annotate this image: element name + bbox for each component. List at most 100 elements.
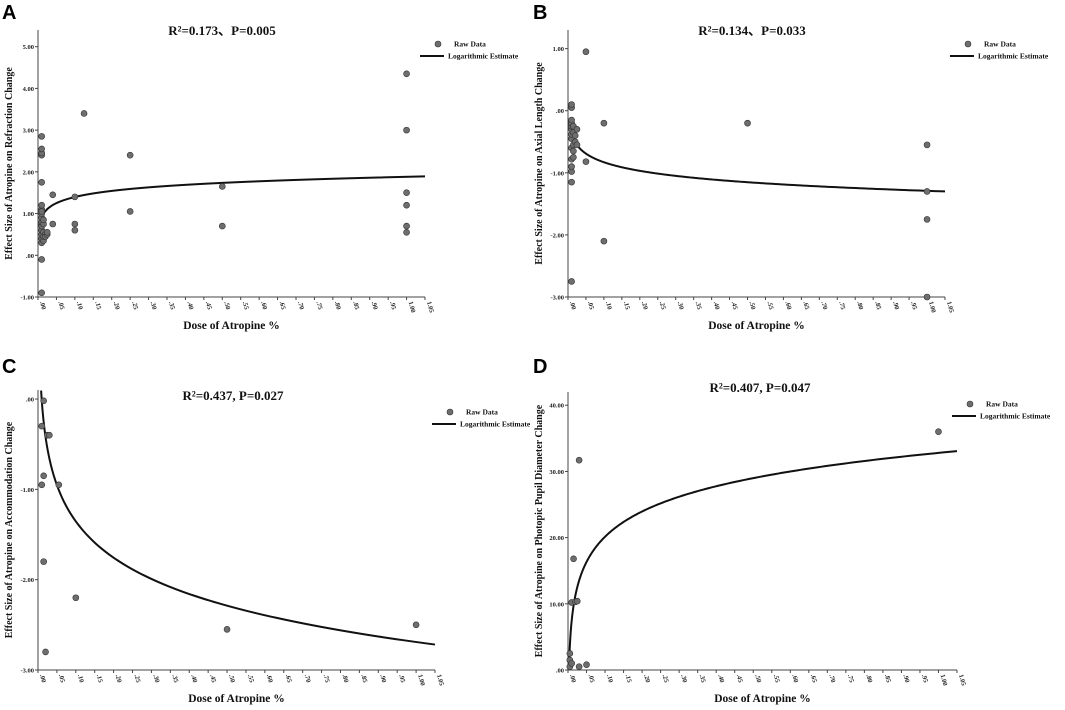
data-point (566, 650, 574, 657)
x-axis-label: Dose of Atropine % (188, 693, 285, 705)
y-tick-label: 30.00 (549, 469, 564, 476)
x-tick-label: .45 (730, 301, 739, 311)
x-tick-label: 1.05 (435, 674, 445, 688)
chart-panel-c: C R²=0.437, P=0.027 -3.00 -2.00 -1.00 .00 .00.… (2, 356, 531, 705)
y-tick-label: -3.00 (20, 668, 34, 675)
data-point (568, 101, 575, 108)
y-axis-label: Effect Size of Atropine on Photopic Pupi… (534, 404, 545, 657)
data-point (403, 126, 410, 134)
data-point (40, 472, 47, 480)
x-tick-label: .75 (846, 674, 855, 684)
x-tick-label: .05 (586, 301, 595, 311)
legend-marker-raw (434, 40, 442, 48)
legend-marker-raw (966, 400, 974, 408)
legend-label-fit: Logarithmic Estimate (978, 52, 1049, 61)
legend-label-fit: Logarithmic Estimate (448, 52, 519, 61)
x-tick-label: .65 (801, 301, 810, 311)
x-tick-label: .30 (149, 301, 158, 311)
y-tick-label: 1.00 (553, 46, 564, 53)
data-point (923, 293, 931, 301)
fit-curve (568, 450, 958, 659)
x-tick-label: .40 (189, 674, 198, 684)
x-tick-label: .40 (185, 301, 194, 311)
x-tick-label: 1.00 (416, 674, 426, 687)
x-tick-label: .30 (151, 674, 160, 684)
y-tick-label: -1.00 (550, 170, 564, 177)
panel-label: C (2, 356, 16, 378)
x-tick-label: .65 (278, 301, 287, 311)
x-tick-label: .30 (676, 301, 685, 311)
y-axis-label: Effect Size of Atropine on Accommodation… (4, 421, 15, 638)
x-axis-label: Dose of Atropine % (714, 693, 811, 705)
data-point (568, 116, 575, 124)
data-point (582, 48, 590, 56)
data-point (744, 119, 751, 127)
x-tick-label: 1.00 (927, 301, 937, 314)
legend-marker-raw (446, 408, 454, 416)
data-point (568, 278, 575, 285)
chart-title: R²=0.134、P=0.033 (698, 23, 806, 38)
data-point (38, 481, 46, 489)
data-point (72, 594, 80, 602)
x-tick-label: .05 (57, 674, 66, 684)
y-tick-label: -1.00 (20, 295, 34, 302)
x-tick-label: 1.05 (425, 301, 435, 315)
x-tick-label: .05 (56, 301, 65, 311)
x-tick-label: 1.05 (945, 301, 955, 315)
x-tick-label: .80 (333, 301, 342, 311)
data-point (40, 397, 47, 405)
data-point (570, 555, 577, 563)
x-tick-label: .65 (284, 674, 293, 684)
data-point (80, 110, 88, 117)
data-point (403, 201, 410, 209)
data-point (412, 621, 420, 629)
x-tick-label: .85 (883, 674, 892, 684)
chart-panel-a: A R²=0.173、P=0.005 -1.00 .00 1.00 2.00 3.00 4.0… (2, 2, 519, 332)
data-point (568, 660, 576, 667)
chart-panel-d: D R²=0.407, P=0.047 .00 10.00 20.00 30.00 40.0… (533, 356, 1051, 705)
y-tick-label: 40.00 (549, 403, 564, 410)
x-tick-label: .80 (341, 674, 350, 684)
data-point (38, 178, 45, 186)
x-tick-label: .15 (624, 674, 633, 684)
data-point (71, 220, 79, 228)
data-point (568, 163, 575, 170)
y-tick-label: .00 (556, 668, 564, 675)
x-tick-label: .80 (864, 674, 873, 684)
data-point (573, 141, 581, 149)
legend: Raw Data Logarithmic Estimate (952, 400, 1051, 421)
y-tick-label: 20.00 (549, 535, 564, 542)
x-tick-label: .70 (819, 301, 828, 311)
y-tick-label: -2.00 (550, 232, 564, 239)
x-tick-label: .10 (75, 301, 84, 311)
panel-label: A (2, 2, 16, 24)
x-tick-label: .50 (227, 674, 236, 684)
legend-label-raw: Raw Data (454, 40, 486, 49)
data-point (573, 126, 581, 133)
data-point (600, 119, 608, 127)
data-point (582, 158, 590, 165)
x-tick-label: .35 (694, 301, 703, 311)
x-tick-label: .90 (891, 301, 900, 311)
data-point (571, 132, 579, 139)
panel-label: D (533, 356, 547, 378)
x-tick-label: .80 (855, 301, 864, 311)
x-tick-label: .05 (587, 674, 596, 684)
data-point (126, 151, 134, 159)
legend-label-raw: Raw Data (984, 40, 1016, 49)
x-tick-label: .60 (790, 674, 799, 684)
data-point (126, 208, 134, 215)
y-tick-label: -1.00 (20, 487, 34, 494)
legend-label-fit: Logarithmic Estimate (980, 412, 1051, 421)
y-axis-label: Effect Size of Atropine on Axial Length … (534, 62, 545, 265)
x-tick-label: .75 (314, 301, 323, 311)
y-tick-label: .00 (26, 253, 34, 260)
x-tick-label: .95 (388, 301, 397, 311)
data-point (570, 147, 577, 155)
data-point (38, 201, 45, 209)
x-tick-label: .20 (114, 674, 123, 684)
data-point (583, 661, 590, 669)
data-point (42, 648, 49, 656)
x-tick-label: .10 (605, 674, 614, 684)
